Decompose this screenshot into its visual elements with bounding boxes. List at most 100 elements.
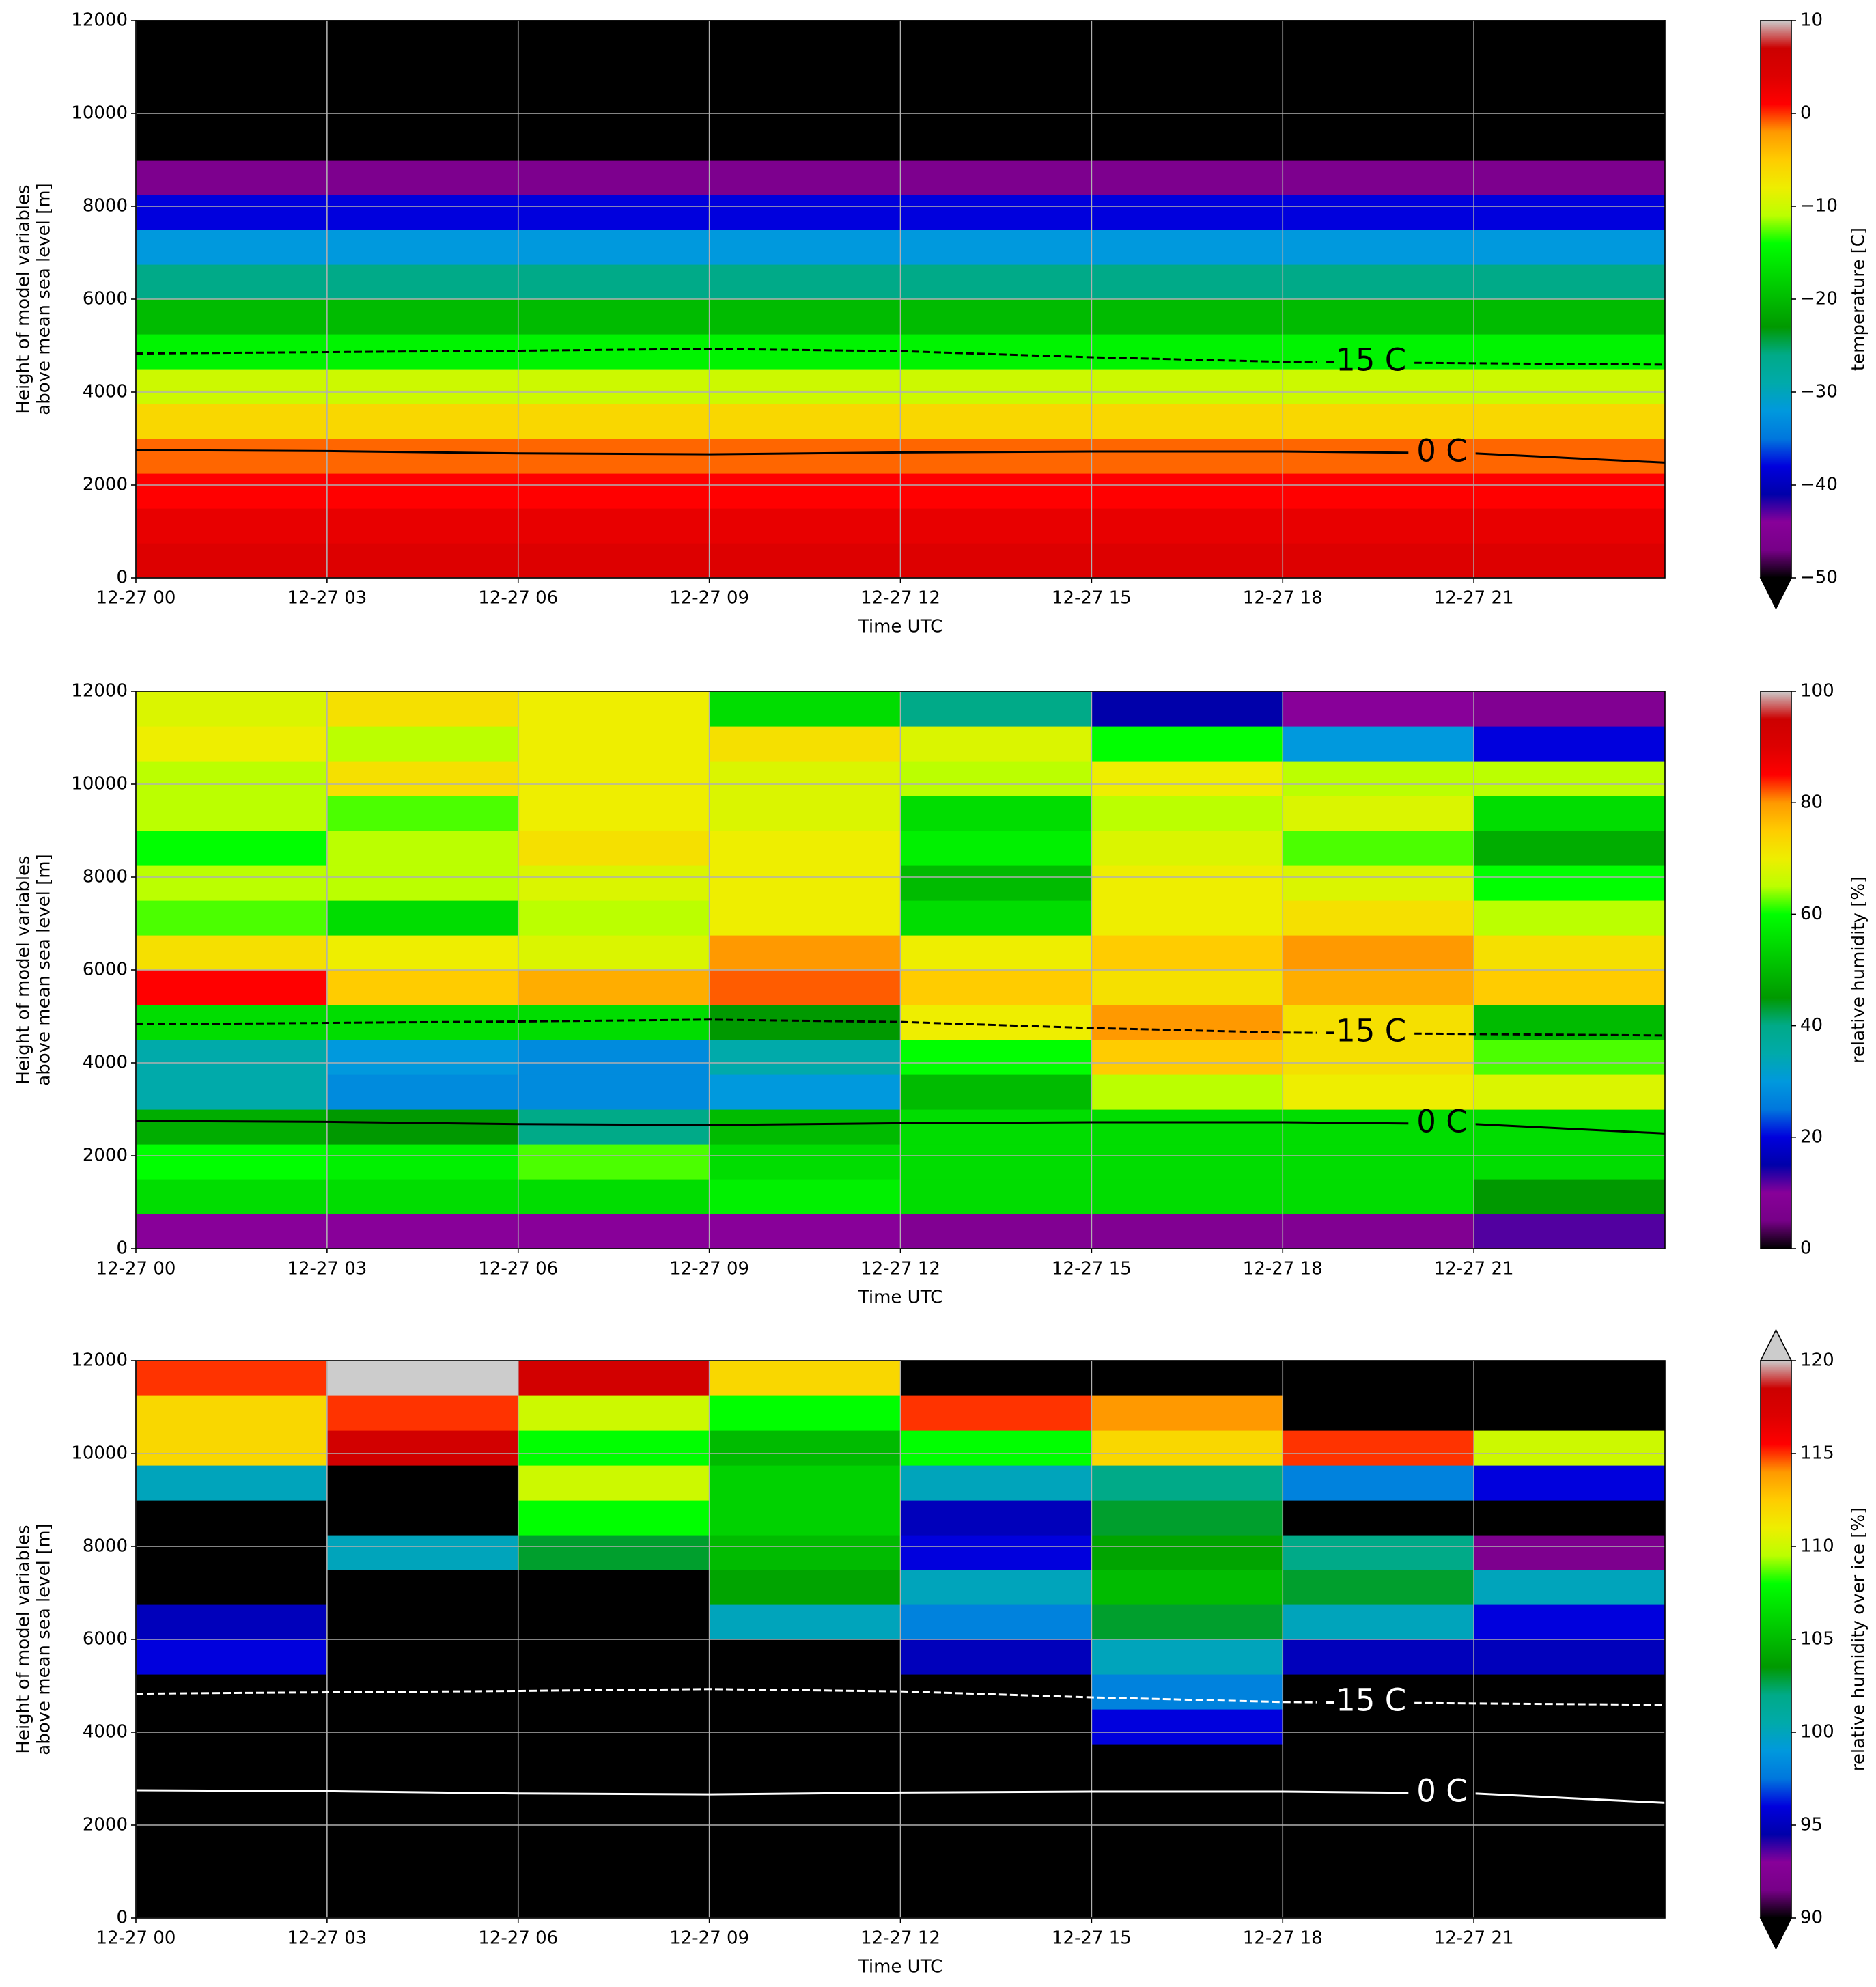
heatmap-cell	[709, 935, 901, 971]
heatmap-cell	[1091, 1604, 1283, 1640]
heatmap-cell	[1474, 369, 1665, 404]
heatmap-cell	[326, 473, 519, 509]
heatmap-cell	[326, 1570, 519, 1605]
heatmap-cell	[709, 1074, 901, 1110]
heatmap-cell	[326, 1430, 519, 1466]
heatmap-cell	[1474, 1040, 1665, 1075]
heatmap-cell	[136, 264, 328, 300]
heatmap-cell	[900, 1430, 1092, 1466]
x-tick-label: 12-27 09	[669, 1259, 749, 1279]
heatmap-cell	[1091, 439, 1283, 474]
y-tick-label: 12000	[71, 681, 128, 701]
heatmap-cell	[136, 439, 328, 474]
heatmap-cell	[1091, 334, 1283, 370]
colorbar-tick-label: −40	[1800, 475, 1838, 495]
heatmap-cell	[136, 1883, 328, 1918]
y-tick-label: 8000	[83, 1536, 128, 1557]
heatmap-cell	[1474, 404, 1665, 439]
heatmap-cell	[1091, 90, 1283, 126]
heatmap-cell	[518, 1779, 710, 1814]
heatmap-cell	[518, 473, 710, 509]
heatmap-cell	[136, 90, 328, 126]
heatmap-cell	[1283, 1639, 1474, 1675]
heatmap-cell	[709, 691, 901, 727]
heatmap-cell	[709, 1744, 901, 1779]
heatmap-cell	[136, 20, 328, 56]
heatmap-cell	[900, 1779, 1092, 1814]
colorbar-extend	[1759, 577, 1793, 610]
heatmap-cell	[1474, 1883, 1665, 1918]
heatmap-cell	[1091, 1214, 1283, 1249]
heatmap-cell	[900, 195, 1092, 230]
contour-line	[136, 1018, 1665, 1037]
colorbar-tick-label: 95	[1800, 1815, 1823, 1835]
heatmap-cell	[709, 1604, 901, 1640]
heatmap-cell	[1091, 1500, 1283, 1536]
heatmap-cell	[326, 1179, 519, 1214]
heatmap-cell	[709, 970, 901, 1005]
heatmap-cell	[1091, 970, 1283, 1005]
colorbar-tick-label: 80	[1800, 792, 1823, 813]
colorbar-frame	[1760, 691, 1792, 1249]
heatmap	[136, 691, 1665, 1249]
heatmap-cell	[1283, 761, 1474, 796]
colorbar-tick-label: −10	[1800, 196, 1838, 217]
heatmap-cell	[900, 1674, 1092, 1710]
x-tick-label: 12-27 12	[860, 1259, 940, 1279]
heatmap-cell	[136, 1109, 328, 1145]
heatmap-cell	[1474, 970, 1665, 1005]
contour-lines	[136, 1018, 1665, 1135]
heatmap-cell	[326, 761, 519, 796]
heatmap-cell	[518, 691, 710, 727]
heatmap-cell	[1283, 1604, 1474, 1640]
heatmap-cell	[518, 761, 710, 796]
heatmap-cell	[518, 20, 710, 56]
heatmap-cell	[326, 508, 519, 544]
heatmap-cell	[1283, 160, 1474, 195]
heatmap-cell	[900, 1214, 1092, 1249]
heatmap-cell	[518, 299, 710, 335]
heatmap-cell	[1283, 1074, 1474, 1110]
y-tick-label: 2000	[83, 475, 128, 495]
heatmap-cell	[709, 230, 901, 265]
y-axis-label: above mean sea level [m]	[34, 183, 55, 415]
heatmap-cell	[1091, 1779, 1283, 1814]
heatmap-cell	[136, 691, 328, 727]
colorbar-tick-label: −50	[1800, 568, 1838, 588]
heatmap-cell	[136, 865, 328, 901]
heatmap-cell	[1474, 1214, 1665, 1249]
heatmap-cell	[900, 726, 1092, 762]
colorbar-tick-label: 115	[1800, 1443, 1834, 1464]
heatmap-cell	[1283, 1361, 1474, 1396]
y-tick-label: 12000	[71, 1350, 128, 1371]
heatmap-cell	[709, 473, 901, 509]
heatmap-cell	[1283, 264, 1474, 300]
heatmap-cell	[326, 1535, 519, 1570]
heatmap-cell	[1283, 1214, 1474, 1249]
heatmap-cell	[709, 831, 901, 866]
heatmap-cell	[136, 761, 328, 796]
heatmap-cell	[900, 20, 1092, 56]
heatmap-cell	[1091, 195, 1283, 230]
x-tick-label: 12-27 21	[1434, 1259, 1514, 1279]
heatmap-cell	[900, 473, 1092, 509]
heatmap-cell	[1283, 1570, 1474, 1605]
x-tick-label: 12-27 09	[669, 1928, 749, 1949]
heatmap-cell	[136, 1639, 328, 1675]
heatmap-cell	[1283, 369, 1474, 404]
heatmap-cell	[136, 1074, 328, 1110]
colorbar-tick-label: 0	[1800, 103, 1812, 124]
colorbar-tick-label: 100	[1800, 1722, 1834, 1742]
heatmap-cell	[1283, 1144, 1474, 1180]
heatmap-cell	[326, 1361, 519, 1396]
heatmap-cell	[900, 1074, 1092, 1110]
heatmap-cell	[136, 160, 328, 195]
heatmap-cell	[1091, 1744, 1283, 1779]
heatmap-cell	[1091, 264, 1283, 300]
heatmap-cell	[1283, 1779, 1474, 1814]
heatmap-cell	[900, 1848, 1092, 1884]
heatmap-cell	[518, 1500, 710, 1536]
heatmap-cell	[900, 90, 1092, 126]
colorbar-label: temperature [C]	[1849, 227, 1869, 371]
